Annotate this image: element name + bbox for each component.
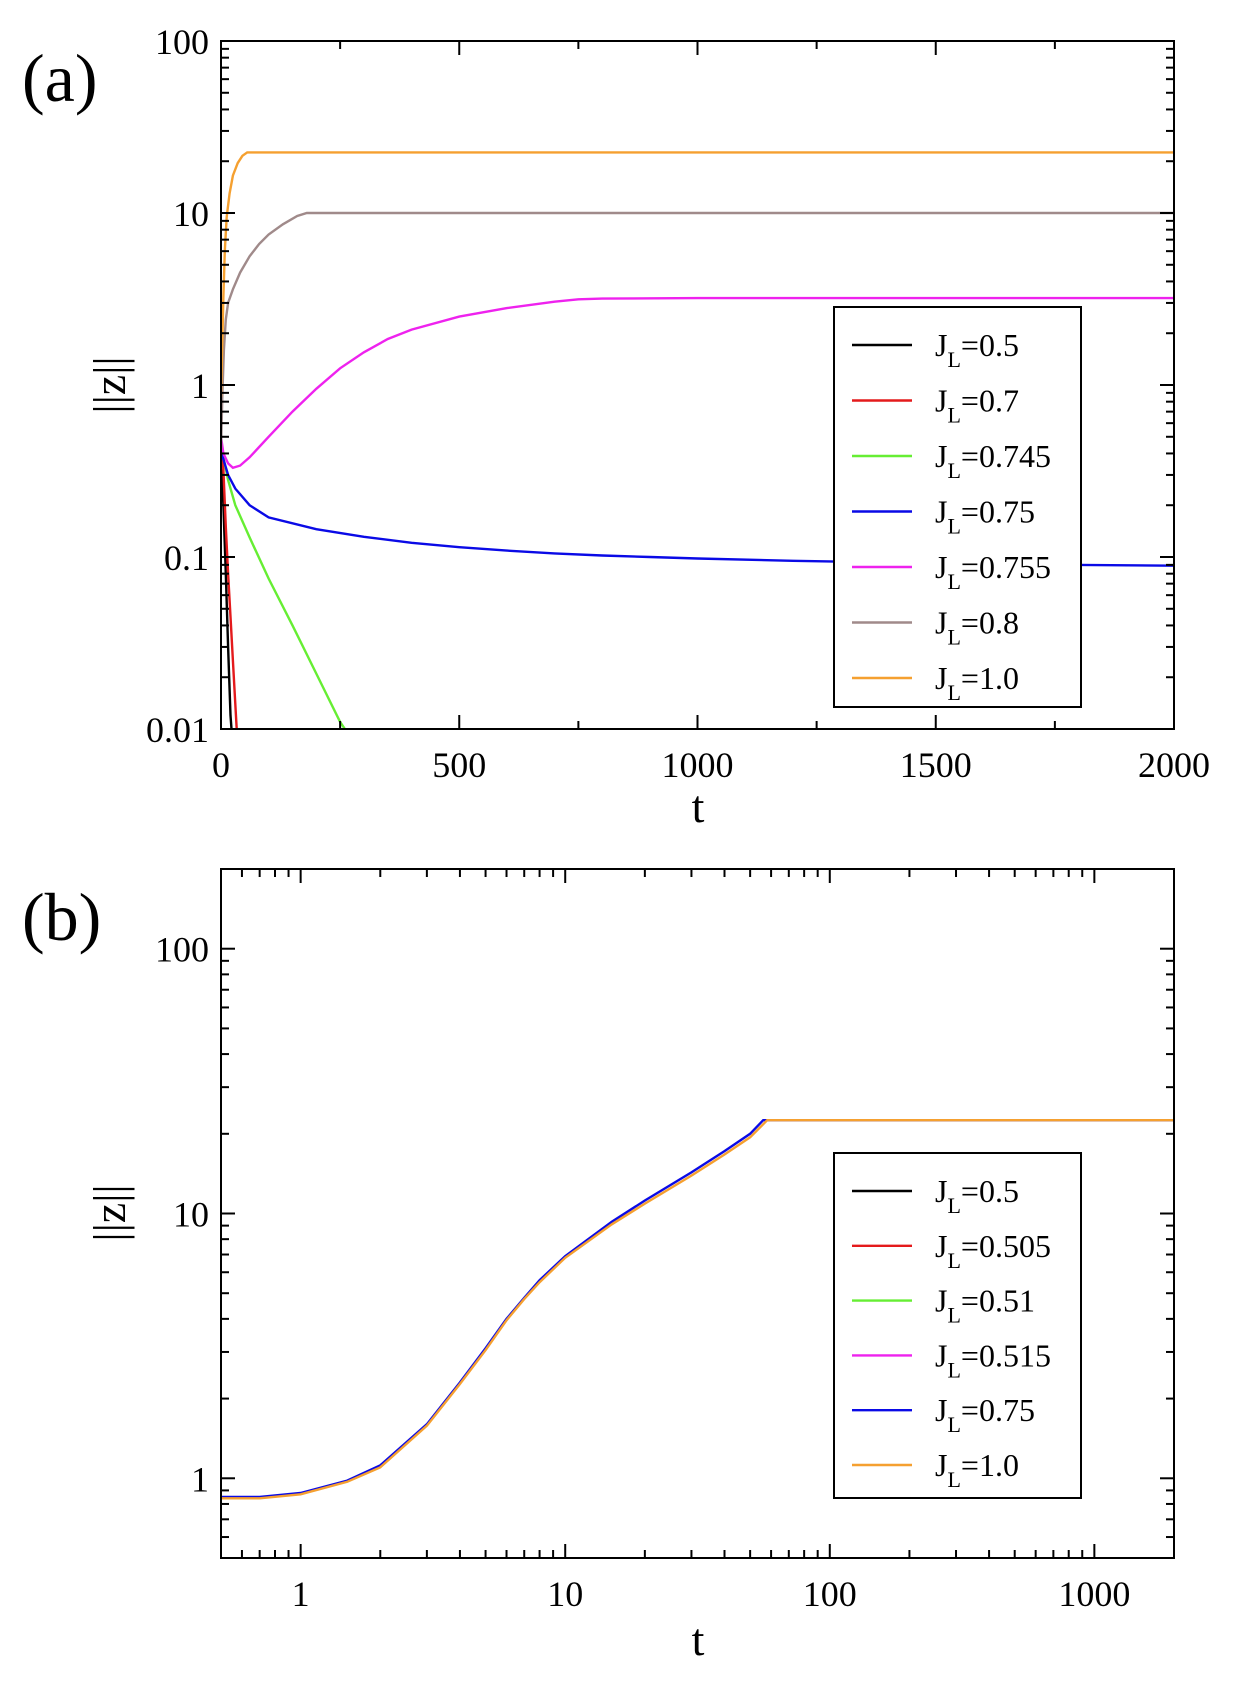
legend-entry: JL=0.7 — [935, 383, 1019, 428]
legend-box — [833, 1152, 1082, 1499]
legend-entry: JL=0.75 — [935, 494, 1035, 539]
series-line-j-l-0-755 — [221, 296, 1174, 470]
panel-b-xlabel: t — [692, 1614, 705, 1665]
x-tick-label: 1 — [292, 1574, 310, 1614]
legend-entry: JL=0.745 — [935, 438, 1051, 483]
series-line-j-l-0-8 — [221, 211, 1174, 450]
x-tick-label: 1500 — [900, 745, 972, 785]
x-tick-label: 1000 — [1058, 1574, 1130, 1614]
legend-entry: JL=0.505 — [935, 1228, 1051, 1273]
panel-b-ylabel: ||z|| — [84, 1184, 135, 1241]
y-tick-label: 100 — [155, 930, 209, 970]
y-tick-label: 1 — [191, 1459, 209, 1499]
x-tick-label: 10 — [547, 1574, 583, 1614]
y-tick-label: 0.01 — [146, 710, 209, 750]
legend-entry: JL=0.515 — [935, 1337, 1051, 1382]
legend-entry: JL=0.51 — [935, 1283, 1035, 1328]
legend-entry: JL=0.755 — [935, 549, 1051, 594]
panel-a-ylabel: ||z|| — [84, 356, 135, 413]
y-tick-label: 10 — [173, 1195, 209, 1235]
x-tick-label: 0 — [212, 745, 230, 785]
series-line-j-l-1-0 — [221, 151, 1174, 398]
panel-a: (a) 0 500 1000 1500 2000 0.01 0.1 1 10 100 t ||z|… — [22, 22, 1210, 832]
x-tick-label: 2000 — [1138, 745, 1210, 785]
y-tick-label: 1 — [191, 366, 209, 406]
panel-b-ticks: 1 10 100 1000 1 10 100 — [155, 869, 1174, 1614]
legend-entry: JL=0.5 — [935, 327, 1019, 372]
series-line-j-l-0-745 — [221, 449, 346, 729]
y-tick-label: 100 — [155, 22, 209, 62]
panel-b-legend: JL=0.5 JL=0.505 JL=0.51 JL=0.515 JL=0.75 JL=1… — [833, 1152, 1082, 1499]
panel-a-label: (a) — [22, 40, 97, 116]
series-line-j-l-1-0 — [221, 1119, 1174, 1500]
x-tick-label: 500 — [432, 745, 486, 785]
legend-entry: JL=1.0 — [935, 1447, 1019, 1492]
legend-box — [833, 306, 1082, 708]
panel-a-legend: JL=0.5 JL=0.7 JL=0.745 JL=0.75 JL=0.755 JL=0.… — [833, 306, 1082, 708]
series-line-j-l-0-5 — [221, 449, 233, 729]
panel-a-xlabel: t — [692, 781, 705, 832]
legend-entry: JL=0.5 — [935, 1173, 1019, 1218]
panel-b-series — [221, 1119, 1174, 1500]
legend-entry: JL=0.8 — [935, 605, 1019, 650]
y-tick-label: 0.1 — [164, 538, 209, 578]
panel-a-ticks: 0 500 1000 1500 2000 0.01 0.1 1 10 100 — [146, 22, 1210, 785]
series-line-j-l-0-7 — [221, 449, 238, 729]
x-tick-label: 100 — [803, 1574, 857, 1614]
legend-entry: JL=1.0 — [935, 660, 1019, 705]
panel-b-label: (b) — [22, 879, 101, 955]
legend-entry: JL=0.75 — [935, 1392, 1035, 1437]
x-tick-label: 1000 — [662, 745, 734, 785]
y-tick-label: 10 — [173, 194, 209, 234]
